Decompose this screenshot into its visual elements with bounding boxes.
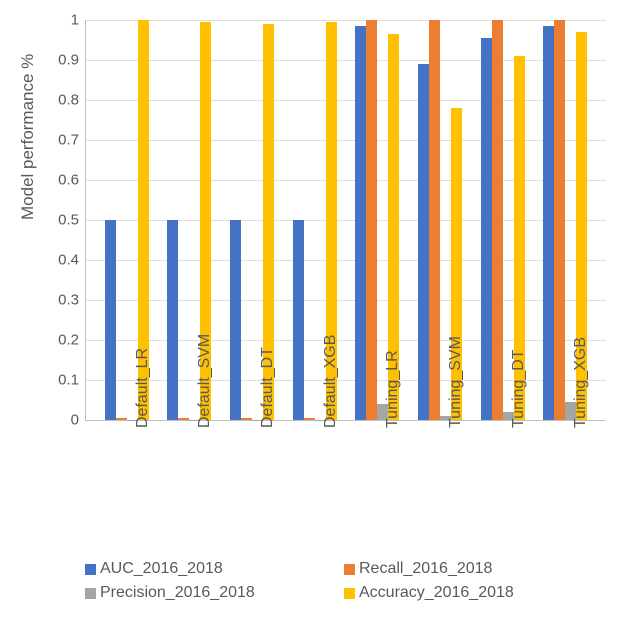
legend-item: AUC_2016_2018 [85, 560, 330, 578]
bar [304, 418, 315, 420]
bar [116, 418, 127, 420]
y-tick-label: 0.1 [39, 372, 79, 389]
gridline [86, 260, 606, 261]
x-tick-label: Default_XGB [322, 335, 340, 428]
x-tick-label: Tuning_LR [384, 350, 402, 428]
x-tick-label: Tuning_SVM [447, 336, 465, 428]
legend-item: Precision_2016_2018 [85, 584, 330, 602]
x-tick-label: Tuning_XGB [572, 337, 590, 428]
chart-container: Model performance % AUC_2016_2018 Recall_… [0, 0, 632, 628]
y-tick-label: 0.8 [39, 92, 79, 109]
bar [355, 26, 366, 420]
y-tick-label: 0.5 [39, 212, 79, 229]
legend-swatch [344, 588, 355, 599]
bar [241, 418, 252, 420]
gridline [86, 380, 606, 381]
legend-label: Accuracy_2016_2018 [359, 584, 514, 602]
bar [429, 20, 440, 420]
y-tick-label: 0.6 [39, 172, 79, 189]
y-tick-label: 0.2 [39, 332, 79, 349]
bar [554, 20, 565, 420]
bar [167, 220, 178, 420]
gridline [86, 300, 606, 301]
bar [481, 38, 492, 420]
bar [178, 418, 189, 420]
gridline [86, 20, 606, 21]
y-tick-label: 1 [39, 12, 79, 29]
bar [543, 26, 554, 420]
legend-swatch [85, 564, 96, 575]
bar [366, 20, 377, 420]
x-tick-label: Tuning_DT [510, 349, 528, 428]
y-tick-label: 0.4 [39, 252, 79, 269]
bar [105, 220, 116, 420]
legend: AUC_2016_2018 Recall_2016_2018 Precision_2… [85, 560, 605, 602]
y-tick-label: 0.7 [39, 132, 79, 149]
gridline [86, 60, 606, 61]
y-tick-label: 0 [39, 412, 79, 429]
legend-item: Recall_2016_2018 [344, 560, 589, 578]
bar [293, 220, 304, 420]
legend-label: Precision_2016_2018 [100, 584, 255, 602]
legend-item: Accuracy_2016_2018 [344, 584, 589, 602]
gridline [86, 180, 606, 181]
legend-label: AUC_2016_2018 [100, 560, 223, 578]
x-tick-label: Default_LR [134, 348, 152, 428]
x-tick-label: Default_DT [259, 347, 277, 428]
legend-swatch [344, 564, 355, 575]
y-axis-title: Model performance % [18, 54, 38, 220]
bar [418, 64, 429, 420]
legend-swatch [85, 588, 96, 599]
gridline [86, 220, 606, 221]
y-tick-label: 0.3 [39, 292, 79, 309]
bar [230, 220, 241, 420]
x-tick-label: Default_SVM [196, 334, 214, 428]
gridline [86, 140, 606, 141]
gridline [86, 100, 606, 101]
legend-label: Recall_2016_2018 [359, 560, 492, 578]
y-tick-label: 0.9 [39, 52, 79, 69]
bar [492, 20, 503, 420]
gridline [86, 340, 606, 341]
